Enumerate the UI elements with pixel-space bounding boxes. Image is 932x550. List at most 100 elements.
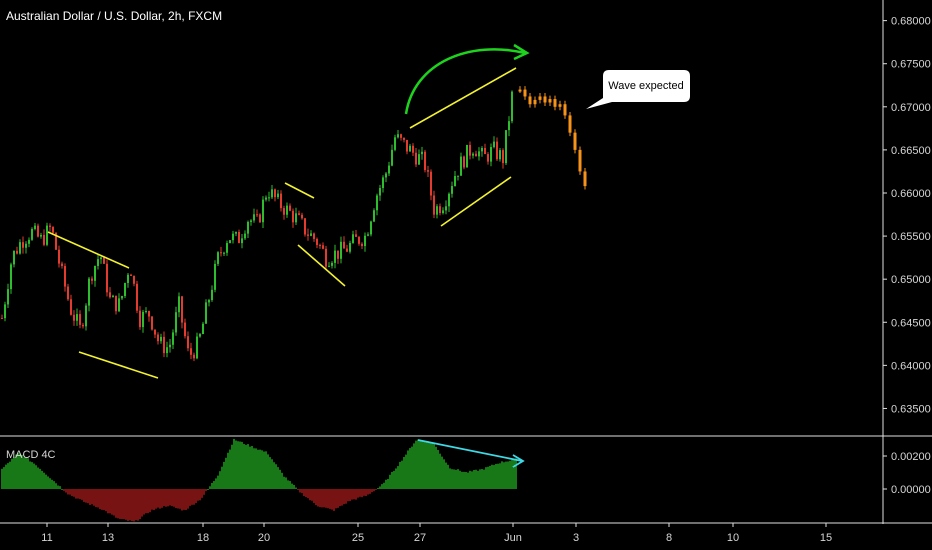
macd-bar (361, 489, 363, 498)
wave-arc[interactable] (404, 48, 526, 115)
macd-bar (243, 443, 245, 489)
candle-body (169, 344, 171, 348)
candle-body (172, 332, 174, 345)
trendline[interactable] (409, 67, 517, 129)
macd-bar (29, 461, 31, 489)
candle-body (436, 206, 438, 215)
macd-bar (325, 489, 327, 508)
candle-body (469, 144, 471, 156)
macd-bar (213, 481, 215, 489)
macd-bar (215, 478, 217, 489)
macd-bar (419, 440, 421, 489)
macd-bar (93, 489, 95, 506)
macd-bar (97, 489, 99, 508)
x-tick-label: 25 (352, 532, 364, 544)
price-pane[interactable] (1, 86, 587, 362)
macd-bar (331, 489, 333, 510)
trendline[interactable] (284, 182, 315, 199)
macd-bar (77, 489, 79, 499)
macd-bar (417, 439, 419, 489)
candle-body (424, 151, 426, 171)
divergence-line[interactable] (417, 439, 523, 462)
candle-body (364, 235, 366, 247)
macd-bar (155, 489, 157, 509)
macd-axis[interactable]: 0.00200 0.00000 (883, 451, 931, 496)
macd-bar (385, 479, 387, 489)
macd-bar (39, 468, 41, 489)
macd-bar (221, 466, 223, 489)
candle-body (490, 147, 492, 162)
macd-bar (273, 462, 275, 489)
candle-body (118, 298, 120, 312)
macd-pane[interactable] (1, 438, 517, 522)
callout-bubble: Wave expected (586, 70, 690, 109)
macd-bar (169, 489, 171, 506)
macd-bar (487, 466, 489, 489)
macd-bar (425, 442, 427, 489)
candle-body (370, 221, 372, 235)
macd-bar (87, 489, 89, 504)
macd-bar (83, 489, 85, 502)
candle-body (385, 173, 387, 178)
macd-bar (429, 442, 431, 489)
macd-bar (181, 489, 183, 511)
candle-body (250, 220, 252, 222)
macd-bar (189, 489, 191, 506)
macd-bar (355, 489, 357, 500)
macd-bar (381, 484, 383, 489)
trendline[interactable] (47, 231, 130, 269)
x-tick-label: 10 (727, 532, 739, 544)
trendline[interactable] (78, 351, 159, 379)
macd-bar (177, 489, 179, 509)
macd-bar (349, 489, 351, 502)
macd-label: MACD 4C (6, 449, 56, 461)
candle-body (208, 300, 210, 303)
x-tick-label: 20 (258, 532, 270, 544)
candle-body (466, 144, 468, 168)
candle-body (55, 232, 57, 250)
trendline[interactable] (440, 176, 512, 227)
macd-bar (335, 489, 337, 509)
candle-body (421, 151, 423, 155)
y-tick-label: 0.64000 (891, 360, 931, 372)
trendline[interactable] (297, 244, 346, 287)
macd-bar (9, 461, 11, 489)
macd-bar (35, 465, 37, 489)
candle-body (379, 188, 381, 196)
macd-bar (135, 489, 137, 521)
candle-body (109, 292, 111, 298)
candle-body (154, 329, 156, 335)
macd-bar (295, 487, 297, 489)
macd-bar (441, 456, 443, 489)
macd-bar (435, 446, 437, 489)
macd-bar (391, 471, 393, 489)
price-axis[interactable]: 0.68000 0.67500 0.67000 0.66500 0.66000 0.655… (883, 16, 931, 416)
candle-body (52, 227, 54, 233)
macd-bar (125, 489, 127, 520)
macd-bar (255, 448, 257, 489)
divergence-arrowhead (512, 454, 525, 468)
macd-bar (305, 489, 307, 498)
macd-bar (389, 474, 391, 489)
candle-body (163, 336, 165, 354)
candle-body (85, 305, 87, 327)
candle-body (247, 221, 249, 234)
macd-bar (267, 454, 269, 489)
projection-candle (563, 104, 567, 116)
candle-body (238, 231, 240, 244)
time-axis[interactable]: 11 13 18 20 25 27 Jun 3 8 10 15 (41, 523, 832, 544)
candle-body (373, 210, 375, 222)
candle-body (187, 336, 189, 349)
macd-bar (153, 489, 155, 511)
macd-bar (313, 489, 315, 503)
macd-bar (235, 440, 237, 489)
macd-bar (351, 489, 353, 500)
macd-bar (353, 489, 355, 500)
macd-bar (7, 463, 9, 489)
macd-bar (337, 489, 339, 508)
x-tick-label: 8 (666, 532, 672, 544)
macd-bar (225, 457, 227, 489)
candle-body (130, 274, 132, 276)
candle-body (313, 233, 315, 239)
